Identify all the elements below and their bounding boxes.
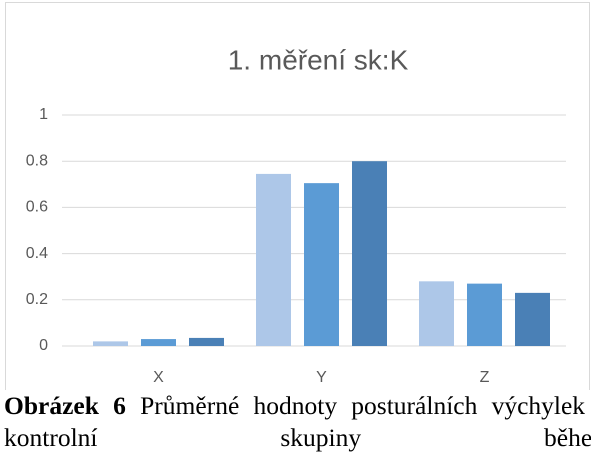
bar: [189, 337, 224, 346]
y-tick-label: 0.8: [26, 152, 48, 169]
bar: [352, 161, 387, 346]
bar: [256, 173, 291, 346]
x-tick-label: X: [153, 369, 164, 386]
y-tick-label: 0.4: [26, 245, 48, 262]
bar: [419, 281, 454, 346]
bar: [467, 283, 502, 346]
bar: [93, 341, 128, 346]
y-tick-label: 0.6: [26, 199, 48, 216]
bar: [141, 339, 176, 346]
caption-text: Průměrné hodnoty posturálních výchylek u…: [4, 391, 591, 452]
bar: [304, 183, 339, 346]
caption-label: Obrázek 6: [4, 391, 126, 420]
y-tick-label: 0: [39, 337, 48, 354]
x-tick-label: Y: [316, 369, 327, 386]
bar: [515, 292, 550, 346]
y-tick-label: 0.2: [26, 291, 48, 308]
chart-title: 1. měření sk:K: [228, 44, 409, 75]
x-tick-label: Z: [480, 369, 490, 386]
y-tick-label: 1: [39, 106, 48, 123]
caption: Obrázek 6 Průměrné hodnoty posturálních …: [4, 390, 591, 458]
